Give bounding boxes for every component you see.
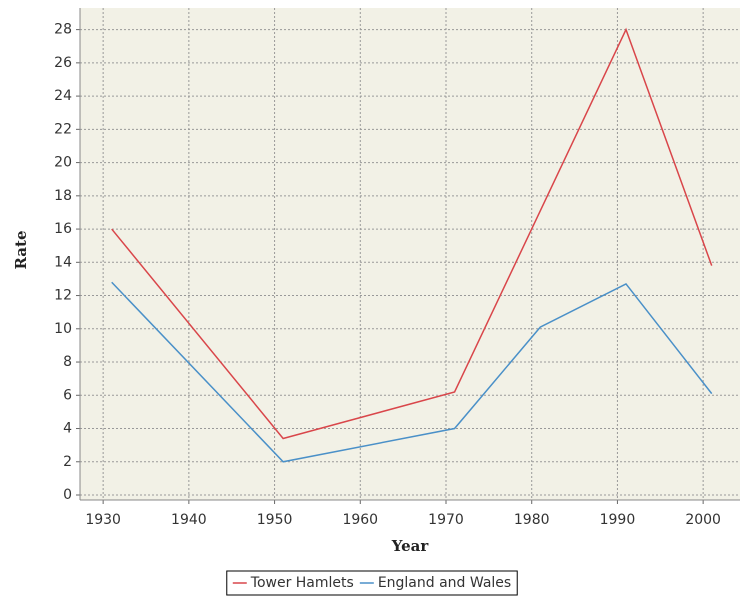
x-tick-label: 1950 (257, 512, 293, 528)
x-tick-label: 1990 (600, 512, 636, 528)
legend: Tower Hamlets England and Wales (226, 570, 518, 596)
x-tick-label: 1940 (171, 512, 207, 528)
y-tick-label: 2 (63, 454, 72, 470)
y-tick-label: 10 (54, 321, 72, 337)
x-axis-title: Year (391, 537, 430, 555)
series-line (111, 27, 713, 440)
y-tick-label: 4 (63, 421, 72, 437)
y-tick-label: 0 (63, 487, 72, 503)
legend-label: Tower Hamlets (250, 575, 354, 591)
x-tick-label: 1970 (428, 512, 464, 528)
y-tick-label: 20 (54, 155, 72, 171)
y-tick-label: 6 (63, 387, 72, 403)
y-tick-label: 22 (54, 121, 72, 137)
y-axis-title: Rate (12, 230, 30, 269)
series-line (111, 281, 713, 463)
x-tick-label: 1930 (85, 512, 121, 528)
y-tick-label: 16 (54, 221, 72, 237)
plot-area (80, 8, 740, 500)
y-tick-label: 28 (54, 22, 72, 38)
y-tick-label: 8 (63, 354, 72, 370)
x-tick-label: 2000 (685, 512, 721, 528)
x-tick-label: 1980 (514, 512, 550, 528)
y-tick-label: 18 (54, 188, 72, 204)
y-tick-label: 24 (54, 88, 72, 104)
y-tick-label: 12 (54, 288, 72, 304)
y-tick-label: 26 (54, 55, 72, 71)
legend-label: England and Wales (378, 575, 511, 591)
y-tick-label: 14 (54, 254, 72, 270)
x-tick-label: 1960 (342, 512, 378, 528)
